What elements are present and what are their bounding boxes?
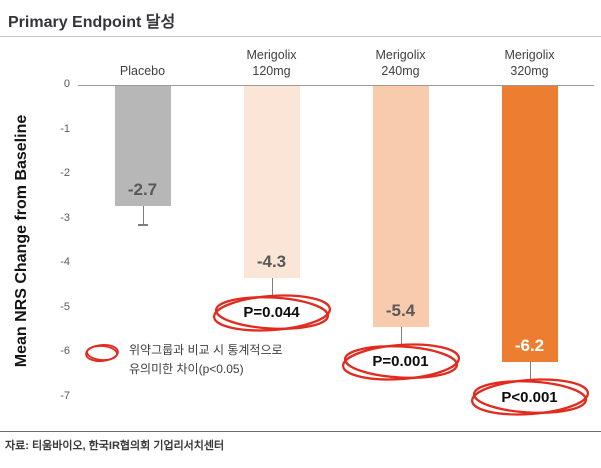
bar <box>243 86 300 278</box>
p-value-annotation: P=0.044 <box>210 292 334 334</box>
page-title: Primary Endpoint 달성 <box>8 14 176 31</box>
category-label: Merigolix 120mg <box>246 47 297 78</box>
p-value-text: P=0.001 <box>372 353 429 371</box>
bar-value-label: -4.3 <box>256 251 287 271</box>
title-divider <box>0 36 601 37</box>
y-tick: -3 <box>60 211 70 224</box>
category-label: Placebo <box>119 63 166 78</box>
y-tick: -2 <box>60 167 70 180</box>
y-axis-title: Mean NRS Change from Baseline <box>13 114 30 368</box>
bar-value-label: -6.2 <box>514 336 545 356</box>
red-circle-icon <box>341 343 460 381</box>
p-value-annotation: P=0.001 <box>339 341 463 383</box>
red-circle-icon <box>212 294 331 332</box>
red-circle-icon <box>85 344 119 362</box>
bar-group-placebo: Placebo -2.7 <box>78 64 594 398</box>
p-value-annotation: P<0.001 <box>468 376 592 418</box>
error-bar <box>137 206 149 227</box>
p-value-text: P<0.001 <box>501 388 558 406</box>
note-line-1: 위약그룹과 비교 시 통계적으로 <box>129 343 283 357</box>
bar-value-label: -2.7 <box>127 180 158 200</box>
bar <box>372 86 429 327</box>
y-tick: -5 <box>60 300 70 313</box>
category-label: Merigolix 320mg <box>504 47 555 78</box>
bar-value-label: -5.4 <box>385 300 416 320</box>
red-circle-icon <box>470 378 589 416</box>
bar <box>501 86 558 363</box>
y-axis: 0 -1 -2 -3 -4 -5 -6 -7 <box>42 78 70 402</box>
y-tick: -1 <box>60 122 70 135</box>
plot-area: Placebo -2.7 Merigolix 120mg -4.3 <box>78 48 594 416</box>
bar <box>114 86 171 207</box>
note-line-2: 유의미한 차이(p<0.05) <box>129 361 244 376</box>
source-note: 자료: 티움바이오, 한국IR협의회 기업리서치센터 <box>0 431 601 453</box>
bar-group-merigolix-320mg: Merigolix 320mg -6.2 P<0.001 <box>78 48 594 416</box>
y-tick: -4 <box>60 256 70 269</box>
p-value-text: P=0.044 <box>243 304 300 322</box>
y-tick: 0 <box>63 78 70 90</box>
y-tick: -7 <box>60 390 70 402</box>
significance-note: 위약그룹과 비교 시 통계적으로 유의미한 차이(p<0.05) <box>84 341 283 378</box>
category-label: Merigolix 240mg <box>375 47 426 78</box>
bar-group-merigolix-240mg: Merigolix 240mg -5.4 P=0.001 <box>78 48 594 398</box>
bar-group-merigolix-120mg: Merigolix 120mg -4.3 P=0.044 <box>78 48 594 398</box>
y-tick: -6 <box>60 345 70 358</box>
